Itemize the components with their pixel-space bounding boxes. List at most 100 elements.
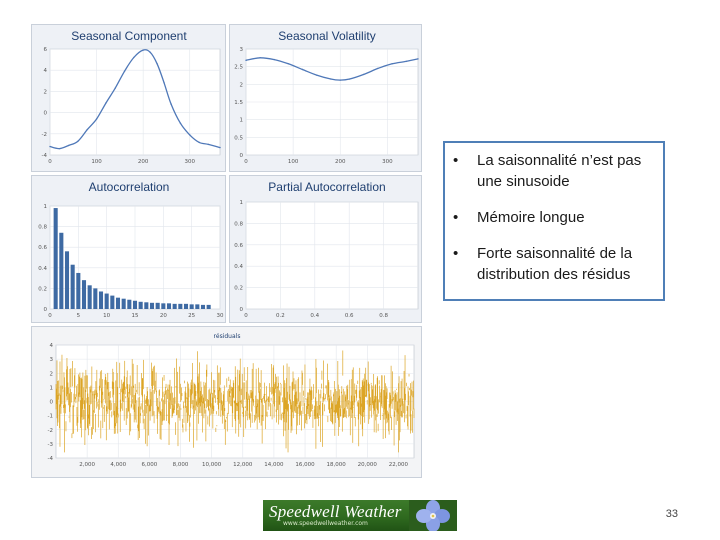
x-tick-label: 100 [91,159,102,165]
bar [87,285,92,309]
y-tick-label: 3 [240,47,244,53]
flower-icon [409,500,457,531]
y-tick-label: 0 [50,400,54,406]
bar [161,303,166,309]
y-tick-label: 4 [50,343,54,349]
x-tick-label: 10,000 [202,462,222,468]
bar [76,272,81,309]
x-tick-label: 0 [48,313,52,319]
bullet-text: Forte saisonnalité de la distribution de… [477,245,633,283]
x-tick-label: 30 [217,313,224,319]
data-point [163,82,165,84]
y-tick-label: -4 [48,456,54,462]
bar [132,300,138,309]
x-tick-label: 0 [244,313,248,319]
y-tick-label: 0 [44,111,48,117]
y-tick-label: -3 [48,442,54,448]
y-tick-label: 4 [44,68,48,74]
seasonal-volatility-chart: Seasonal Volatility 0 100 200 300 3 2.5 2 1.5 1 0… [229,24,422,172]
logo-brand: Speedwell Weather [269,502,402,521]
data-point [58,147,61,150]
bar [183,303,189,309]
bar [98,291,104,309]
bullet-item: • Forte saisonnalité de la distribution d… [453,243,657,285]
data-point [123,70,126,72]
y-tick-label: -4 [42,153,48,159]
data-point [301,68,304,71]
bar [149,302,155,309]
partial-autocorrelation-chart: Partial Autocorrelation 0 0.2 0.4 0.6 0.8 1 0.… [229,175,422,323]
y-tick-label: 3 [50,357,54,363]
y-tick-label: -2 [48,428,53,434]
y-tick-label: -2 [42,132,47,138]
data-point [95,118,98,120]
data-point [142,49,144,51]
y-tick-label: 6 [44,47,48,53]
x-tick-label: 0.2 [276,313,285,319]
autocorrelation-chart: Autocorrelation 0 5 10 15 20 25 30 1 0.8 0.6 0.4 0.… [31,175,226,323]
y-tick-label: 0.6 [234,243,243,249]
y-tick-label: 1 [240,118,244,124]
data-point [339,79,341,81]
x-tick-label: 300 [184,159,195,165]
y-tick-label: 0.5 [234,135,243,141]
y-tick-label: 2 [44,89,48,95]
data-point [391,63,393,65]
data-point [207,143,210,146]
x-tick-label: 10 [103,313,110,319]
data-point [363,73,365,76]
series-line [49,49,221,150]
x-tick-label: 18,000 [327,462,347,468]
x-tick-label: 25 [188,313,195,319]
x-tick-label: 100 [288,159,299,165]
data-point [105,102,107,104]
x-tick-label: 4,000 [110,462,126,468]
x-tick-label: 0.6 [345,313,354,319]
bar [206,304,211,309]
residuals-svg: résiduals 2,000 4,000 6,000 8,000 10,000 12,0… [48,333,415,468]
y-tick-label: 1 [50,385,54,391]
y-tick-label: 0.4 [234,264,243,270]
chart-title: Seasonal Component [71,29,187,43]
data-point [114,87,116,89]
x-tick-label: 2,000 [79,462,95,468]
bar [138,301,143,309]
seasonal-component-chart: Seasonal Component 0 100 200 300 6 4 2 0 -2 -4 [31,24,226,172]
x-tick-label: 0.8 [379,313,388,319]
residuals-chart: résiduals 2,000 4,000 6,000 8,000 10,000 12,0… [31,326,422,478]
data-point [179,122,182,124]
y-tick-label: 0 [240,307,244,313]
chart-title: Partial Autocorrelation [268,180,385,194]
bar [115,297,121,309]
data-point [170,103,172,105]
data-point [377,67,379,70]
partial-autocorrelation-svg: Partial Autocorrelation 0 0.2 0.4 0.6 0.8 1 0.… [234,180,419,319]
y-tick-label: 2 [240,82,244,88]
speedwell-logo: Speedwell Weather www.speedwellweather.c… [263,500,457,531]
x-tick-label: 16,000 [295,462,315,468]
bar [64,251,70,309]
bullet-text: La saisonnalité n’est pas une sinusoide [477,152,642,190]
chart-title: Autocorrelation [89,180,170,194]
y-tick-label: 0.8 [234,221,243,227]
seasonal-volatility-svg: Seasonal Volatility 0 100 200 300 3 2.5 2 1.5 1 0… [234,29,419,165]
bar [178,303,183,309]
y-tick-label: 1.5 [234,100,243,106]
chart-title: Seasonal Volatility [278,29,375,43]
y-tick-label: 0.8 [38,225,47,231]
data-point [330,78,332,80]
x-tick-label: 14,000 [264,462,284,468]
bar [81,280,87,309]
bar [93,288,98,309]
y-tick-label: 1 [240,200,244,206]
page-number: 33 [665,508,678,520]
bar [172,303,177,309]
x-tick-label: 8,000 [173,462,189,468]
data-point [245,59,247,62]
x-tick-label: 5 [77,313,81,319]
bullet-box: • La saisonnalité n’est pas une sinusoide… [443,141,665,301]
x-tick-label: 12,000 [233,462,253,468]
x-tick-label: 22,000 [389,462,409,468]
y-tick-label: 0.6 [38,245,47,251]
data-point [417,58,419,60]
